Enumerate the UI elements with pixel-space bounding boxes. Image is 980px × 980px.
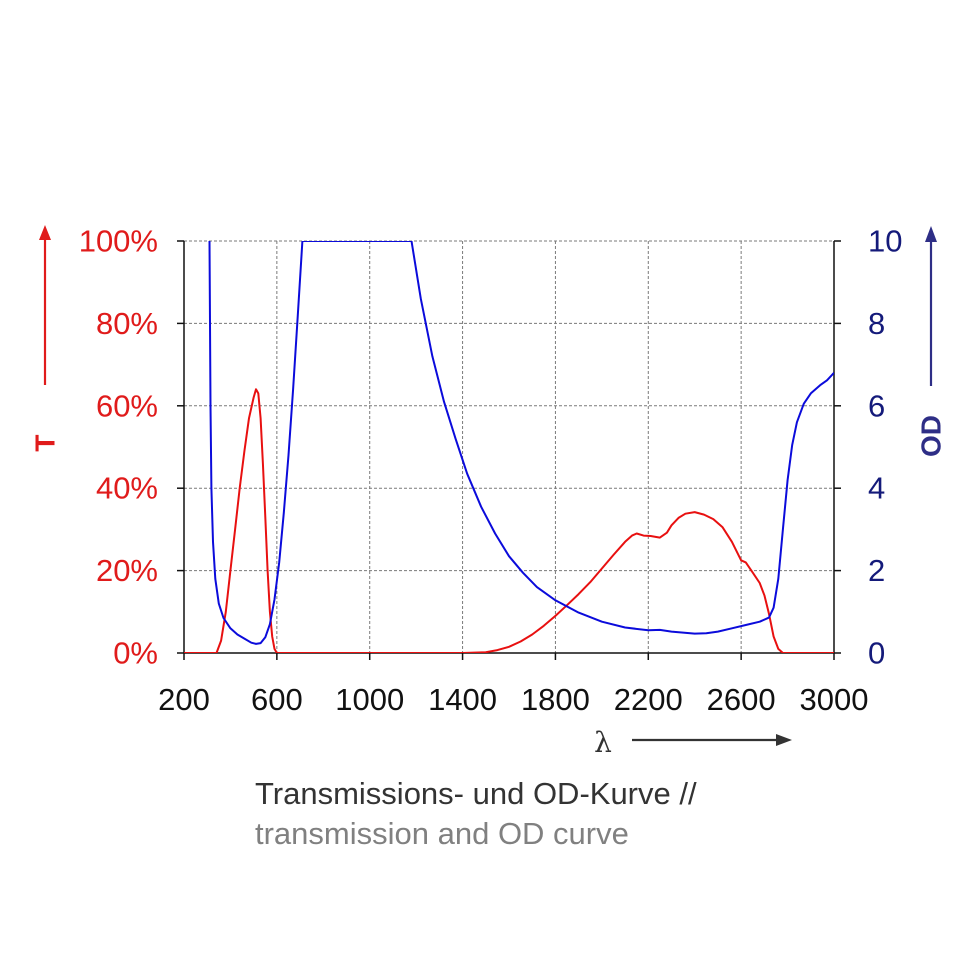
y-right-tick-label: 6 xyxy=(868,388,885,423)
caption-line-1: Transmissions- und OD-Kurve // xyxy=(255,776,697,811)
y-right-arrow-icon xyxy=(925,226,937,242)
x-tick-label: 600 xyxy=(251,682,303,717)
y-left-tick-label: 20% xyxy=(96,553,158,588)
series xyxy=(184,241,834,653)
y-right-axis-title: OD xyxy=(916,226,947,457)
y-right-label: OD xyxy=(916,415,947,457)
y-left-tick-label: 80% xyxy=(96,306,158,341)
x-tick-label: 1800 xyxy=(521,682,590,717)
transmission-series-line xyxy=(184,388,834,653)
grid xyxy=(184,240,834,653)
caption-line-2: transmission and OD curve xyxy=(255,816,629,851)
od-series-line xyxy=(208,241,834,645)
x-tick-label: 200 xyxy=(158,682,210,717)
y-left-tick-label: 40% xyxy=(96,471,158,506)
x-tick-label: 3000 xyxy=(800,682,869,717)
x-axis-title: λ xyxy=(594,726,792,759)
x-tick-label: 2200 xyxy=(614,682,683,717)
y-right-tick-label: 4 xyxy=(868,471,885,506)
y-left-tick-label: 100% xyxy=(79,224,158,259)
y-right-tick-label: 2 xyxy=(868,553,885,588)
y-right-tick-label: 10 xyxy=(868,224,902,259)
y-left-tick-label: 60% xyxy=(96,388,158,423)
y-left-label: T xyxy=(30,434,61,451)
tick-labels: 0% 20% 40% 60% 80% 100% 0 2 4 6 8 10 200 600 1000 1400 1… xyxy=(79,224,903,718)
y-left-arrow-icon xyxy=(39,225,51,240)
x-tick-label: 2600 xyxy=(707,682,776,717)
y-left-tick-label: 0% xyxy=(113,636,158,671)
x-arrow-icon xyxy=(776,734,792,746)
x-label: λ xyxy=(594,726,612,759)
axes xyxy=(177,240,841,660)
x-tick-label: 1400 xyxy=(428,682,497,717)
x-tick-label: 1000 xyxy=(335,682,404,717)
y-right-tick-label: 8 xyxy=(868,306,885,341)
y-right-tick-label: 0 xyxy=(868,636,885,671)
y-left-axis-title: T xyxy=(30,225,61,452)
